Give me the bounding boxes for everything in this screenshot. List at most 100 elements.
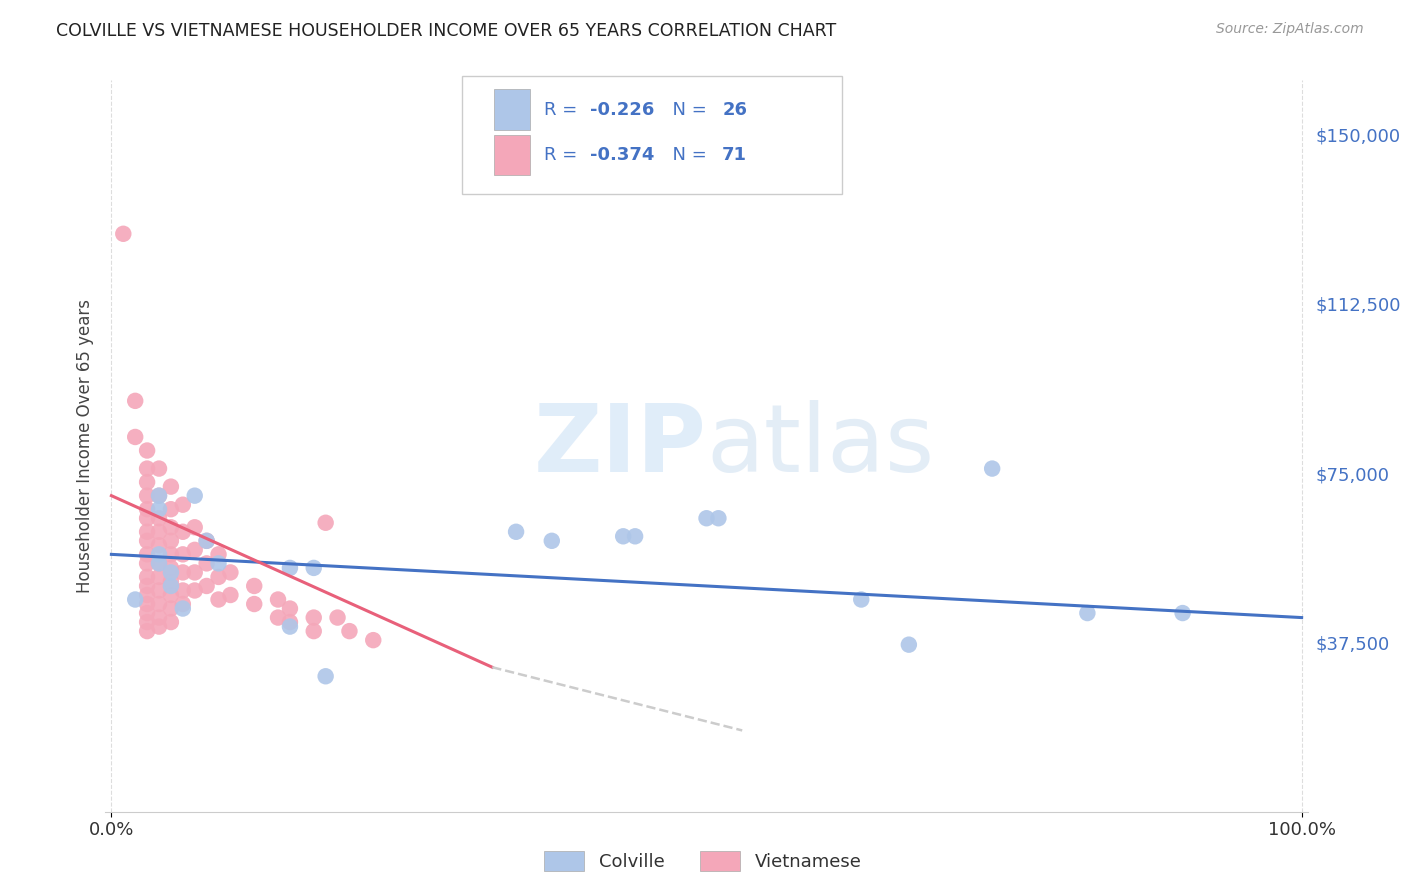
Point (148, 570, 170, 584)
Point (172, 566, 194, 580)
Point (160, 579, 183, 593)
Point (267, 592, 290, 607)
Point (136, 624, 159, 639)
Point (505, 524, 527, 539)
Point (148, 547, 170, 561)
Point (160, 601, 183, 615)
Point (148, 461, 170, 475)
Point (219, 566, 242, 580)
Point (160, 480, 183, 494)
Point (540, 533, 562, 548)
Point (160, 615, 183, 629)
Point (302, 610, 325, 624)
Point (339, 624, 361, 639)
Point (302, 624, 325, 639)
Text: -0.374: -0.374 (591, 146, 654, 164)
Point (136, 443, 159, 458)
Point (148, 619, 170, 633)
Point (172, 583, 194, 598)
Point (160, 566, 183, 580)
Y-axis label: Householder Income Over 65 years: Householder Income Over 65 years (76, 299, 94, 593)
Point (124, 592, 146, 607)
Point (160, 520, 183, 534)
Point (195, 533, 218, 548)
Point (148, 489, 170, 503)
Point (172, 524, 194, 539)
Point (148, 597, 170, 611)
Point (195, 579, 218, 593)
Text: 71: 71 (723, 146, 747, 164)
Text: Source: ZipAtlas.com: Source: ZipAtlas.com (1216, 22, 1364, 37)
Point (136, 588, 159, 602)
Point (136, 524, 159, 539)
Point (183, 489, 205, 503)
Point (136, 511, 159, 525)
Text: R =: R = (544, 146, 583, 164)
Point (172, 547, 194, 561)
Point (172, 498, 194, 512)
Point (160, 502, 183, 516)
FancyBboxPatch shape (494, 135, 530, 175)
Point (148, 502, 170, 516)
Point (243, 579, 266, 593)
Point (183, 520, 205, 534)
Point (207, 592, 229, 607)
Point (136, 579, 159, 593)
Point (219, 588, 242, 602)
Point (1171, 606, 1194, 620)
Point (195, 557, 218, 571)
Point (612, 529, 634, 543)
FancyBboxPatch shape (494, 89, 530, 129)
Point (326, 610, 349, 624)
Point (851, 592, 873, 607)
Point (136, 489, 159, 503)
FancyBboxPatch shape (463, 76, 842, 194)
Point (160, 588, 183, 602)
Text: N =: N = (661, 101, 713, 119)
Point (624, 529, 647, 543)
Point (315, 669, 337, 683)
Point (136, 606, 159, 620)
Point (172, 597, 194, 611)
Point (148, 557, 170, 571)
Point (136, 547, 159, 561)
Point (136, 475, 159, 489)
Point (112, 227, 135, 241)
Point (172, 601, 194, 615)
Text: -0.226: -0.226 (591, 101, 654, 119)
Point (207, 547, 229, 561)
Point (315, 516, 337, 530)
Point (707, 511, 730, 525)
Point (136, 557, 159, 571)
Point (148, 524, 170, 539)
Point (124, 393, 146, 408)
Point (183, 542, 205, 557)
Point (160, 574, 183, 589)
Point (160, 547, 183, 561)
Point (136, 533, 159, 548)
Text: ZIP: ZIP (534, 400, 707, 492)
Point (267, 610, 290, 624)
Point (278, 601, 301, 615)
Point (136, 615, 159, 629)
Point (148, 583, 170, 598)
Point (183, 566, 205, 580)
Point (136, 461, 159, 475)
Point (136, 597, 159, 611)
Point (195, 533, 218, 548)
Point (160, 561, 183, 575)
Point (148, 511, 170, 525)
Point (897, 638, 920, 652)
Text: COLVILLE VS VIETNAMESE HOUSEHOLDER INCOME OVER 65 YEARS CORRELATION CHART: COLVILLE VS VIETNAMESE HOUSEHOLDER INCOM… (56, 22, 837, 40)
Point (361, 633, 384, 648)
Point (278, 619, 301, 633)
Point (207, 570, 229, 584)
Legend: Colville, Vietnamese: Colville, Vietnamese (537, 844, 869, 879)
Text: atlas: atlas (707, 400, 935, 492)
Point (696, 511, 718, 525)
Point (160, 533, 183, 548)
Text: N =: N = (661, 146, 713, 164)
Point (207, 557, 229, 571)
Point (302, 561, 325, 575)
Text: 26: 26 (723, 101, 747, 119)
